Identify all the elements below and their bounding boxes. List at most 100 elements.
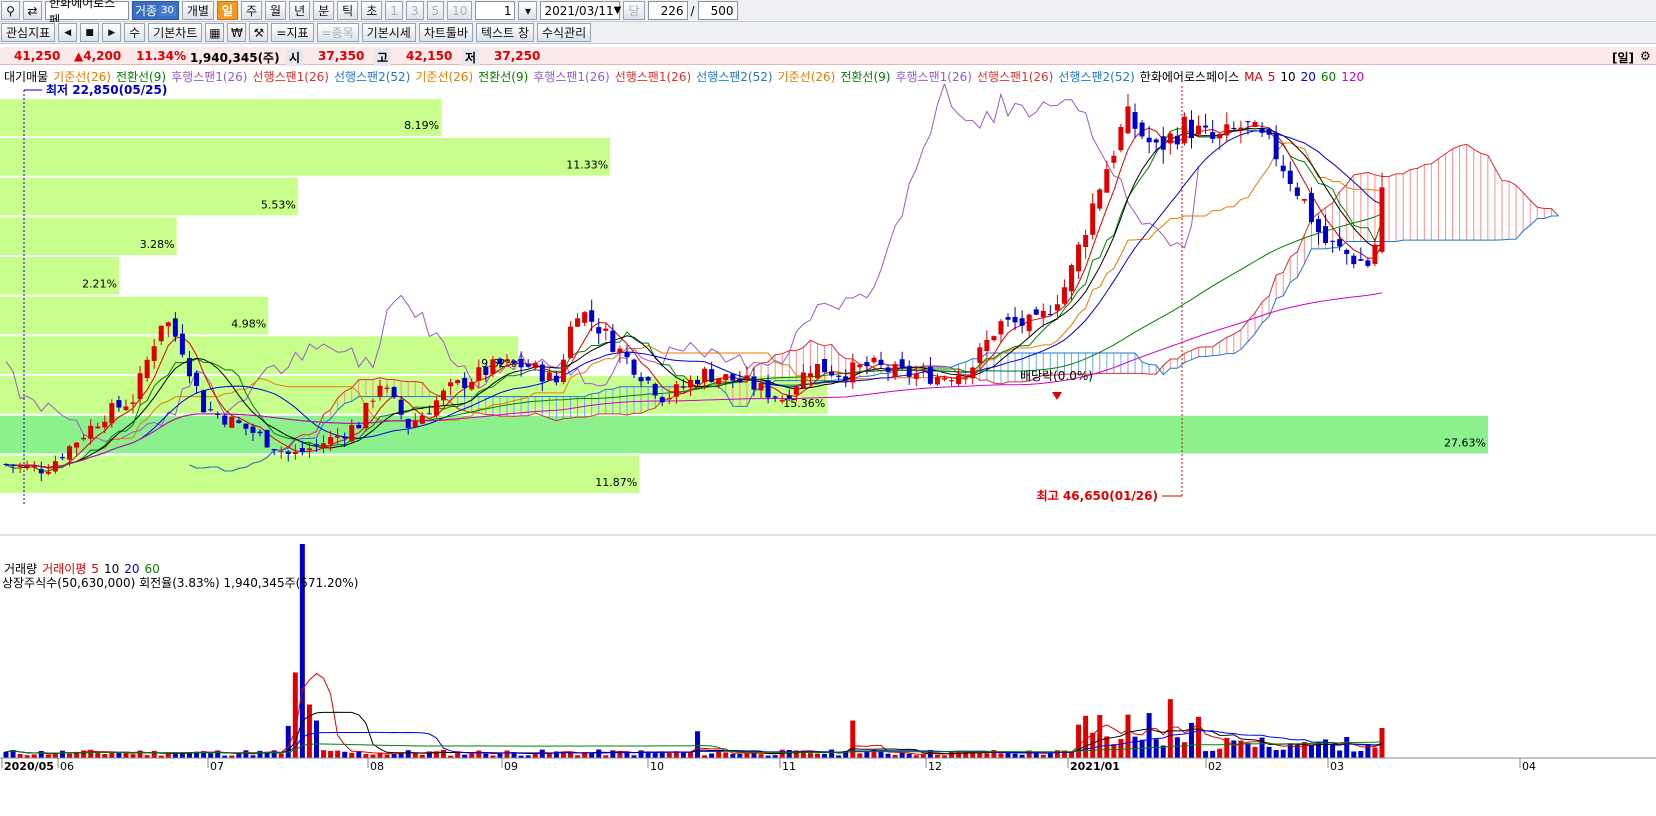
interval-10-button[interactable]: 10: [447, 1, 473, 20]
legend-item-18: 5: [1267, 70, 1276, 84]
candle-body: [165, 322, 171, 327]
candle-body: [1337, 239, 1343, 247]
period-month-button[interactable]: 월: [265, 1, 287, 20]
volume-bar: [1344, 737, 1350, 758]
volume-bar: [927, 750, 933, 758]
volume-bar: [1076, 724, 1082, 758]
total-input[interactable]: 500: [697, 1, 738, 20]
interval-input[interactable]: 1: [475, 1, 516, 20]
interest-indicator-button[interactable]: 관심지표: [1, 23, 56, 42]
volume-legend-item-0: 거래량: [4, 562, 38, 576]
period-tick-button[interactable]: 틱: [337, 1, 359, 20]
price-chart[interactable]: 8.19%11.33%5.53%3.28%2.21%4.98%9.62%15.3…: [0, 84, 1656, 814]
candle-body: [568, 326, 574, 358]
interval-3-button[interactable]: 3: [405, 1, 424, 20]
candle-body: [1294, 187, 1300, 196]
volume-bar: [1069, 751, 1075, 758]
candle-body: [906, 365, 912, 377]
date-value: 2021/03/11: [544, 3, 614, 18]
volume-bar: [1280, 749, 1286, 758]
candle-body: [1315, 219, 1321, 233]
volume-bar: [666, 752, 672, 758]
interval-1-button[interactable]: 1: [385, 1, 403, 20]
volume-bar: [10, 750, 16, 758]
period-week-button[interactable]: 주: [240, 1, 263, 20]
volume-profile-label: 5.53%: [261, 198, 296, 211]
item-button[interactable]: =종목: [316, 23, 359, 42]
stock-name: 한화에어로스페: [49, 0, 116, 27]
candle-body: [490, 359, 496, 374]
candle-body: [927, 366, 933, 384]
volume-bar: [560, 751, 566, 758]
candle-body: [229, 416, 235, 428]
candle-body: [892, 364, 898, 377]
dang-button[interactable]: 당: [623, 1, 645, 20]
arrow-right-icon[interactable]: ▶: [102, 23, 122, 42]
candle-body: [1266, 129, 1272, 135]
su-button[interactable]: 수: [124, 23, 146, 42]
won-icon[interactable]: ₩: [227, 23, 247, 42]
text-window-button[interactable]: 텍스트 창: [476, 23, 534, 42]
candle-body: [850, 362, 856, 383]
wrench-icon[interactable]: ⚒: [249, 23, 269, 42]
candle-body: [208, 409, 214, 411]
group-tag-label: 거종: [135, 4, 158, 18]
volume-bar: [1273, 750, 1279, 758]
chart-grid-icon[interactable]: ▦: [205, 23, 225, 42]
high-price: 42,150: [406, 49, 453, 63]
volume-bar: [490, 755, 496, 758]
volume-bar: [899, 752, 905, 758]
settings-gear-icon[interactable]: ⚙: [1640, 49, 1651, 63]
candle-body: [730, 373, 736, 381]
candle-body: [539, 364, 545, 382]
ichimoku-cloud: [287, 144, 1559, 449]
candle-body: [963, 378, 969, 380]
candle-body: [95, 426, 101, 429]
basic-quote-button[interactable]: 기본시세: [361, 23, 416, 42]
candle-body: [666, 398, 672, 400]
period-minute-button[interactable]: 분: [313, 1, 335, 20]
candle-body: [158, 325, 164, 342]
period-day-button[interactable]: 일: [216, 1, 238, 20]
volume-profile-bar: [0, 99, 442, 136]
arrow-left-icon[interactable]: ◀: [58, 23, 78, 42]
stock-name-field[interactable]: 한화에어로스페: [45, 0, 129, 27]
indicator-button[interactable]: =지표: [271, 23, 314, 42]
candle-body: [31, 465, 37, 468]
volume-bar: [1358, 750, 1364, 758]
count-input[interactable]: 226: [647, 1, 688, 20]
candle-body: [405, 418, 411, 428]
volume-profile-bar: [0, 217, 177, 255]
volume-ma-lines: [5, 672, 1383, 755]
refresh-icon[interactable]: ⇄: [23, 1, 42, 20]
candle-body: [137, 373, 143, 399]
indicator-lines: [5, 84, 1559, 472]
period-second-button[interactable]: 초: [361, 1, 383, 20]
candle-body: [483, 366, 489, 375]
legend-item-19: 10: [1280, 70, 1296, 84]
group-tag-button[interactable]: 거종 30: [132, 1, 179, 20]
calendar-dropdown-icon[interactable]: ▼: [613, 5, 622, 16]
candle-body: [356, 424, 362, 429]
volume-bar: [857, 753, 863, 758]
search-icon[interactable]: ⚲: [1, 1, 20, 20]
formula-management-button[interactable]: 수식관리: [537, 23, 592, 42]
group-tag-number: 30: [159, 5, 176, 16]
basic-chart-button[interactable]: 기본차트: [148, 23, 203, 42]
period-year-button[interactable]: 년: [289, 1, 311, 20]
stop-icon[interactable]: ■: [80, 23, 100, 42]
volume-bar: [1266, 746, 1272, 758]
candle-body: [1280, 165, 1286, 172]
candle-body: [1111, 155, 1117, 163]
candle-body: [659, 397, 665, 403]
individual-button[interactable]: 개별: [181, 1, 214, 20]
volume-bar: [1160, 745, 1166, 758]
interval-5-button[interactable]: 5: [426, 1, 445, 20]
volume-bar: [1379, 728, 1385, 758]
legend-item-0: 대기매물: [4, 70, 49, 84]
chart-toolbar-button[interactable]: 차트툴바: [418, 23, 474, 42]
volume-bar: [158, 755, 164, 758]
interval-dropdown-icon[interactable]: ▾: [518, 1, 538, 20]
volume-bar: [102, 753, 108, 758]
date-field[interactable]: 2021/03/11 ▼: [540, 1, 622, 20]
